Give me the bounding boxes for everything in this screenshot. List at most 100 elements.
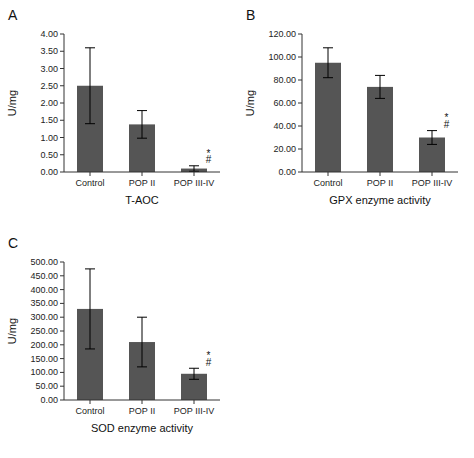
y-axis-label: U/mg xyxy=(6,90,18,116)
annotation: * xyxy=(445,112,449,123)
y-tick xyxy=(60,34,64,35)
error-cap xyxy=(85,348,95,349)
y-tick xyxy=(298,57,302,58)
error-stem xyxy=(328,48,329,78)
y-tick-label: 1.00 xyxy=(40,133,58,143)
error-stem xyxy=(194,368,195,379)
error-cap xyxy=(323,47,333,48)
panel: 0.0050.00100.00150.00200.00250.00300.003… xyxy=(6,235,220,434)
y-tick-label: 0.00 xyxy=(40,167,58,177)
x-axis-label: GPX enzyme activity xyxy=(329,194,431,206)
error-cap xyxy=(323,77,333,78)
error-cap xyxy=(137,138,147,139)
error-stem xyxy=(380,75,381,98)
error-cap xyxy=(375,98,385,99)
y-tick-label: 20.00 xyxy=(273,144,296,154)
y-tick-label: 120.00 xyxy=(268,29,296,39)
x-axis-label: T-AOC xyxy=(125,194,159,206)
error-stem xyxy=(142,111,143,139)
error-bar xyxy=(85,269,95,349)
x-tick-label: Control xyxy=(75,178,104,188)
y-tick-label: 250.00 xyxy=(30,326,58,336)
x-tick xyxy=(90,172,91,176)
y-tick-label: 100.00 xyxy=(30,367,58,377)
y-tick xyxy=(298,34,302,35)
error-bar xyxy=(137,111,147,139)
x-tick-label: POP II xyxy=(367,178,393,188)
error-stem xyxy=(432,131,433,145)
y-tick-label: 3.00 xyxy=(40,64,58,74)
panel-label: B xyxy=(246,7,255,23)
marks xyxy=(77,48,207,172)
x-tick xyxy=(194,172,195,176)
annotation: * xyxy=(207,350,211,361)
y-tick xyxy=(60,317,64,318)
y-tick-label: 60.00 xyxy=(273,98,296,108)
y-tick-label: 400.00 xyxy=(30,285,58,295)
y-tick xyxy=(60,154,64,155)
x-tick-label: POP II xyxy=(129,178,155,188)
error-cap xyxy=(137,366,147,367)
y-tick-label: 80.00 xyxy=(273,75,296,85)
y-tick xyxy=(60,331,64,332)
error-stem xyxy=(194,166,195,172)
error-stem xyxy=(90,269,91,349)
x-tick xyxy=(194,400,195,404)
y-tick xyxy=(298,149,302,150)
y-tick xyxy=(60,262,64,263)
error-stem xyxy=(142,317,143,367)
error-bar xyxy=(137,317,147,367)
y-tick-label: 1.50 xyxy=(40,115,58,125)
y-tick xyxy=(60,372,64,373)
y-tick xyxy=(60,51,64,52)
error-cap xyxy=(427,144,437,145)
y-tick xyxy=(60,289,64,290)
bar xyxy=(367,87,393,172)
x-tick xyxy=(142,400,143,404)
y-tick xyxy=(298,80,302,81)
y-tick xyxy=(60,137,64,138)
y-tick xyxy=(60,358,64,359)
error-cap xyxy=(85,268,95,269)
y-tick xyxy=(60,344,64,345)
bar xyxy=(315,63,341,172)
x-tick-label: Control xyxy=(75,406,104,416)
y-axis-label: U/mg xyxy=(244,90,256,116)
error-cap xyxy=(85,47,95,48)
y-tick xyxy=(298,103,302,104)
error-bar xyxy=(427,131,437,145)
panel: 0.00 20.00 40.00 60.00 80.00 100.00 120.00 Cont… xyxy=(244,7,458,206)
error-cap xyxy=(137,110,147,111)
y-tick-label: 3.50 xyxy=(40,46,58,56)
y-tick xyxy=(60,303,64,304)
panel-label: A xyxy=(8,7,18,23)
y-tick xyxy=(60,400,64,401)
error-bar xyxy=(323,48,333,78)
y-tick-label: 350.00 xyxy=(30,298,58,308)
y-tick-label: 100.00 xyxy=(268,52,296,62)
y-tick-label: 40.00 xyxy=(273,121,296,131)
error-cap xyxy=(189,368,199,369)
y-tick-label: 150.00 xyxy=(30,354,58,364)
y-tick-label: 2.00 xyxy=(40,98,58,108)
panel-label: C xyxy=(8,235,18,251)
x-tick xyxy=(380,172,381,176)
y-tick-label: 300.00 xyxy=(30,312,58,322)
error-cap xyxy=(137,317,147,318)
error-cap xyxy=(427,130,437,131)
x-tick-label: Control xyxy=(313,178,342,188)
y-tick xyxy=(60,68,64,69)
y-tick-label: 500.00 xyxy=(30,257,58,267)
x-tick xyxy=(432,172,433,176)
y-tick xyxy=(298,172,302,173)
y-tick-label: 0.00 xyxy=(278,167,296,177)
y-tick-label: 50.00 xyxy=(35,381,58,391)
y-tick-label: 450.00 xyxy=(30,271,58,281)
y-tick xyxy=(60,275,64,276)
y-tick xyxy=(60,386,64,387)
x-tick-label: POP III-IV xyxy=(174,406,214,416)
y-tick-label: 4.00 xyxy=(40,29,58,39)
figure: 0.000.501.001.502.002.503.003.504.00Cont… xyxy=(0,0,474,458)
error-bar xyxy=(85,48,95,124)
error-cap xyxy=(85,123,95,124)
